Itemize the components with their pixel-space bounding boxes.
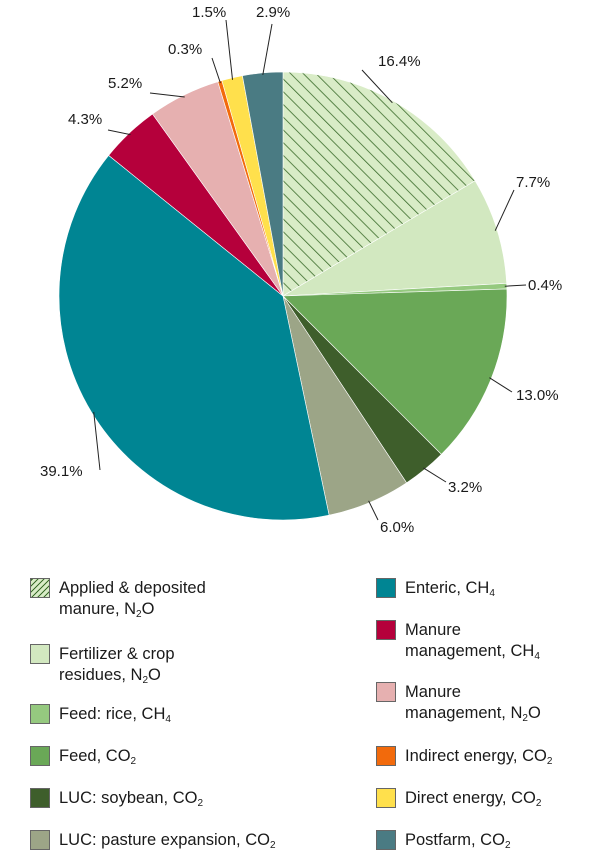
leader-line-6 [368, 500, 379, 521]
leader-line-2 [494, 189, 515, 231]
legend-swatch [376, 788, 396, 808]
pie-slice-1 [282, 71, 476, 297]
legend-swatch [376, 620, 396, 640]
legend-label: Direct energy, CO2 [405, 789, 542, 809]
legend-item-10: Indirect energy, CO2 [376, 746, 552, 772]
legend-label: Indirect energy, CO2 [405, 747, 553, 767]
legend-swatch [376, 746, 396, 766]
legend-item-2: Fertilizer & crop residues, N2O [30, 644, 175, 691]
legend-label: Fertilizer & crop residues, N2O [59, 645, 175, 686]
pie-leader-lines [93, 19, 527, 521]
legend-label: Enteric, CH4 [405, 579, 495, 599]
data-label-11: 1.5% [192, 4, 226, 21]
data-label-3: 0.4% [528, 277, 562, 294]
data-label-8: 4.3% [68, 111, 102, 128]
legend-swatch [30, 746, 50, 766]
legend-label: Feed: rice, CH4 [59, 705, 171, 725]
legend-swatch [30, 704, 50, 724]
legend-item-4: Feed, CO2 [30, 746, 136, 772]
pie-chart: 16.4% 7.7% 0.4% 13.0% 3.2% 6.0% 39.1% 4.3% 5.2% 0… [40, 4, 562, 536]
legend-item-9: Manure management, N2O [376, 682, 541, 729]
data-label-9: 5.2% [108, 75, 142, 92]
legend-item-5: LUC: soybean, CO2 [30, 788, 203, 814]
legend-item-6: LUC: pasture expansion, CO2 [30, 830, 276, 856]
legend-swatch [30, 578, 50, 598]
data-label-1: 16.4% [378, 53, 421, 70]
legend-swatch [376, 830, 396, 850]
legend-swatch [30, 644, 50, 664]
leader-line-5 [423, 467, 447, 483]
legend-item-1: Applied & deposited manure, N2O [30, 578, 206, 625]
legend-label: Postfarm, CO2 [405, 831, 511, 851]
leader-line-8 [107, 129, 131, 136]
leader-line-9 [149, 92, 185, 98]
pie-slice-12 [242, 71, 284, 297]
legend-label: LUC: pasture expansion, CO2 [59, 831, 276, 851]
leader-line-11 [225, 19, 234, 80]
data-label-12: 2.9% [256, 4, 290, 21]
leader-line-1 [361, 69, 393, 104]
pie-slice-2 [282, 180, 507, 297]
legend-item-11: Direct energy, CO2 [376, 788, 541, 814]
legend-item-8: Manure management, CH4 [376, 620, 540, 667]
legend-label: Manure management, N2O [405, 683, 541, 724]
legend: Applied & deposited manure, N2O Fertilizer… [0, 578, 597, 863]
data-label-6: 6.0% [380, 519, 414, 536]
leader-line-3 [504, 284, 527, 287]
legend-item-7: Enteric, CH4 [376, 578, 495, 604]
leader-line-4 [489, 377, 513, 393]
leader-line-10 [211, 57, 221, 84]
leader-line-7 [93, 411, 101, 471]
data-label-2: 7.7% [516, 174, 550, 191]
pie-slices [58, 71, 508, 521]
legend-label: Applied & deposited manure, N2O [59, 579, 206, 620]
legend-label: LUC: soybean, CO2 [59, 789, 204, 809]
legend-swatch [30, 830, 50, 850]
leader-line-12 [262, 23, 273, 76]
legend-swatch [30, 788, 50, 808]
data-label-5: 3.2% [448, 479, 482, 496]
legend-label: Feed, CO2 [59, 747, 137, 767]
pie-slice-7 [58, 154, 330, 521]
legend-item-12: Postfarm, CO2 [376, 830, 511, 856]
legend-swatch [376, 682, 396, 702]
legend-label: Manure management, CH4 [405, 621, 540, 662]
pie-data-labels: 16.4% 7.7% 0.4% 13.0% 3.2% 6.0% 39.1% 4.3% 5.2% 0… [40, 4, 562, 536]
data-label-7: 39.1% [40, 463, 83, 480]
legend-swatch [376, 578, 396, 598]
legend-item-3: Feed: rice, CH4 [30, 704, 171, 730]
data-label-4: 13.0% [516, 387, 559, 404]
data-label-10: 0.3% [168, 41, 202, 58]
